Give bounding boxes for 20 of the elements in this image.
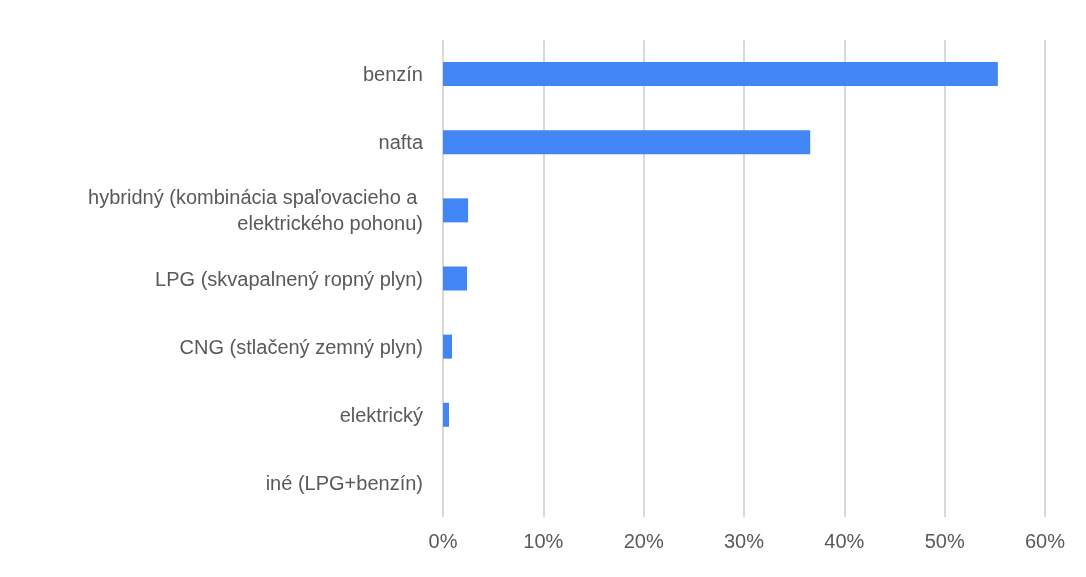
x-tick-label: 60%	[1024, 530, 1066, 552]
x-tick-label: 50%	[924, 530, 965, 552]
bar	[443, 402, 450, 427]
y-tick-label: hybridný (kombinácia spaľovacieho a elektrického pohonu)	[88, 186, 423, 235]
x-tick-label: 30%	[723, 530, 765, 552]
bar	[443, 266, 468, 291]
y-tick-label: benzín	[362, 63, 423, 86]
bar	[443, 334, 453, 359]
y-tick-label: elektrický	[339, 403, 423, 426]
x-tick-label: 40%	[824, 530, 865, 552]
y-tick-label: iné (LPG+benzín)	[265, 471, 423, 494]
x-tick-label: 20%	[623, 530, 664, 552]
bar	[443, 130, 811, 155]
x-tick-label: 0%	[428, 530, 458, 552]
bar	[443, 62, 998, 87]
y-tick-label: nafta	[378, 131, 424, 154]
y-tick-label: LPG (skvapalnený ropný plyn)	[155, 267, 423, 290]
bar	[443, 198, 469, 223]
x-tick-label: 10%	[523, 530, 564, 552]
y-tick-label: CNG (stlačený zemný plyn)	[179, 335, 423, 358]
